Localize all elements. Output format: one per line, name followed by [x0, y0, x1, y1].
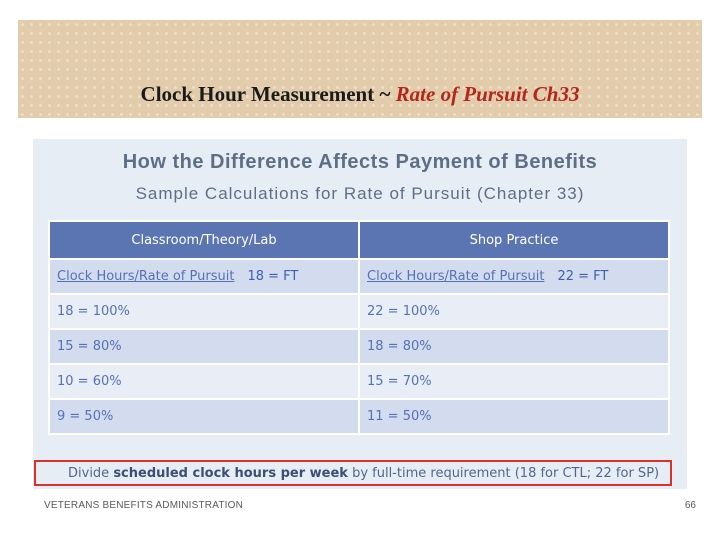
subheader-ft: 22 = FT — [557, 269, 609, 284]
table-cell: 9 = 50% — [48, 398, 360, 435]
slide-title: Clock Hour Measurement ~ Rate of Pursuit… — [18, 84, 702, 105]
table-cell: 15 = 80% — [48, 328, 360, 365]
table-row: Clock Hours/Rate of Pursuit 18 = FT Clock… — [48, 258, 670, 295]
subheader-ft: 18 = FT — [247, 269, 299, 284]
footer-org: VETERANS BENEFITS ADMINISTRATION — [44, 500, 244, 511]
table-cell: 10 = 60% — [48, 363, 360, 400]
subheader-label: Clock Hours/Rate of Pursuit — [367, 269, 545, 284]
highlight-note-box: Divide scheduled clock hours per week by… — [34, 460, 672, 486]
note-text: Divide scheduled clock hours per week by… — [68, 466, 659, 481]
note-prefix: Divide — [68, 466, 114, 481]
page-number: 66 — [684, 500, 696, 511]
table-cell: 15 = 70% — [358, 363, 670, 400]
table-cell: 22 = 100% — [358, 293, 670, 330]
table-cell: 18 = 80% — [358, 328, 670, 365]
table-cell: 18 = 100% — [48, 293, 360, 330]
slide-heading: How the Difference Affects Payment of Be… — [122, 151, 598, 173]
table-row: 18 = 100% 22 = 100% — [48, 293, 670, 330]
header-shop-practice: Shop Practice — [358, 220, 670, 260]
embedded-slide: How the Difference Affects Payment of Be… — [33, 139, 687, 489]
slide-subheading: Sample Calculations for Rate of Pursuit … — [135, 184, 585, 203]
subheader-label: Clock Hours/Rate of Pursuit — [57, 269, 235, 284]
table-header-row: Classroom/Theory/Lab Shop Practice — [48, 220, 670, 260]
rate-table: Classroom/Theory/Lab Shop Practice Clock… — [48, 220, 670, 435]
slide-title-italic: Rate of Pursuit Ch33 — [395, 82, 580, 106]
table-cell: Clock Hours/Rate of Pursuit 18 = FT — [48, 258, 360, 295]
note-suffix: by full-time requirement (18 for CTL; 22… — [347, 466, 660, 481]
header-classroom: Classroom/Theory/Lab — [48, 220, 360, 260]
table-cell: 11 = 50% — [358, 398, 670, 435]
slide-title-main: Clock Hour Measurement ~ — [140, 82, 396, 106]
table-row: 10 = 60% 15 = 70% — [48, 363, 670, 400]
table-cell: Clock Hours/Rate of Pursuit 22 = FT — [358, 258, 670, 295]
table-row: 15 = 80% 18 = 80% — [48, 328, 670, 365]
title-banner: Clock Hour Measurement ~ Rate of Pursuit… — [18, 20, 702, 118]
note-bold: scheduled clock hours per week — [113, 466, 348, 481]
table-row: 9 = 50% 11 = 50% — [48, 398, 670, 435]
